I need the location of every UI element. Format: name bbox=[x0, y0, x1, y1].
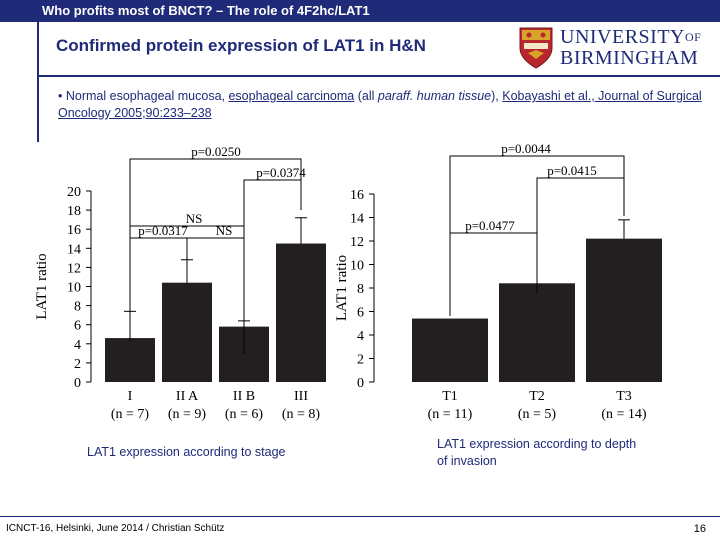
bar bbox=[105, 338, 155, 382]
bar bbox=[276, 243, 326, 382]
footer-rule bbox=[0, 516, 720, 517]
x-count-label: (n = 9) bbox=[168, 407, 207, 422]
y-tick-label: 12 bbox=[350, 235, 364, 250]
header-vertical-rule bbox=[37, 22, 39, 142]
x-count-label: (n = 8) bbox=[282, 407, 321, 422]
chart-stage: LAT1 ratio 0 2 4 6 8 10 12 14 16 18 20 I (n = 7) II A (… bbox=[34, 144, 326, 422]
caption-right: LAT1 expression according to depth of in… bbox=[437, 437, 637, 468]
page-number: 16 bbox=[693, 523, 706, 535]
significance-bracket bbox=[186, 237, 245, 354]
reference-bullet: • bbox=[58, 89, 63, 103]
bar bbox=[586, 238, 662, 382]
y-axis-label: LAT1 ratio bbox=[334, 255, 350, 321]
y-tick-label: 20 bbox=[67, 185, 81, 200]
x-tick-label: II B bbox=[233, 389, 255, 404]
y-tick-label: 10 bbox=[350, 259, 364, 274]
reference-carcinoma-link[interactable]: esophageal carcinoma bbox=[228, 89, 355, 103]
significance-label: p=0.0374 bbox=[256, 165, 306, 180]
university-crest-icon bbox=[519, 27, 553, 69]
footer-text: ICNCT-16, Helsinki, June 2014 / Christia… bbox=[6, 523, 225, 534]
reference-part5: ), bbox=[491, 89, 503, 103]
university-name: UNIVERSITYOF BIRMINGHAM bbox=[560, 27, 701, 69]
x-count-label: (n = 7) bbox=[111, 407, 150, 422]
y-tick-label: 16 bbox=[350, 188, 364, 203]
slide-title: Who profits most of BNCT? – The role of … bbox=[42, 3, 370, 18]
slide-subtitle: Confirmed protein expression of LAT1 in … bbox=[56, 36, 426, 55]
y-tick-label: 16 bbox=[67, 223, 81, 238]
university-line1: UNIVERSITY bbox=[560, 26, 685, 48]
footer: ICNCT-16, Helsinki, June 2014 / Christia… bbox=[0, 516, 720, 540]
university-of: OF bbox=[685, 30, 702, 44]
y-tick-label: 10 bbox=[67, 281, 81, 296]
x-tick-label: I bbox=[128, 389, 133, 404]
y-tick-label: 6 bbox=[74, 319, 81, 334]
reference-part1: Normal esophageal mucosa, bbox=[65, 89, 229, 103]
y-tick-label: 8 bbox=[74, 300, 81, 315]
y-tick-label: 0 bbox=[357, 376, 364, 391]
reference-citation-link[interactable]: Kobayashi et al., Journal of Surgical On… bbox=[58, 89, 702, 120]
x-tick-label: T3 bbox=[616, 389, 632, 404]
x-tick-label: T2 bbox=[529, 389, 545, 404]
y-tick-label: 4 bbox=[357, 329, 364, 344]
y-tick-label: 12 bbox=[67, 261, 81, 276]
university-logo bbox=[516, 25, 716, 73]
significance-label: NS bbox=[216, 223, 233, 238]
significance-label: p=0.0250 bbox=[191, 144, 241, 159]
significance-label: p=0.0317 bbox=[138, 223, 188, 238]
y-tick-label: 14 bbox=[350, 212, 364, 227]
header-bar: Who profits most of BNCT? – The role of … bbox=[0, 0, 720, 22]
x-count-label: (n = 14) bbox=[601, 407, 647, 422]
reference-tissue: paraff. human tissue bbox=[377, 89, 492, 103]
x-tick-label: II A bbox=[176, 389, 199, 404]
significance-label: p=0.0415 bbox=[547, 163, 597, 178]
y-tick-label: 18 bbox=[67, 204, 81, 219]
header-horizontal-rule bbox=[37, 75, 720, 77]
x-tick-label: III bbox=[294, 389, 308, 404]
x-count-label: (n = 11) bbox=[428, 407, 473, 422]
y-tick-label: 2 bbox=[357, 353, 364, 368]
significance-bracket bbox=[449, 232, 538, 313]
bar bbox=[499, 283, 575, 382]
bar bbox=[162, 282, 212, 382]
x-tick-label: T1 bbox=[442, 389, 458, 404]
university-line2: BIRMINGHAM bbox=[560, 47, 699, 69]
x-count-label: (n = 6) bbox=[225, 407, 264, 422]
significance-label: p=0.0477 bbox=[465, 218, 515, 233]
y-tick-label: 2 bbox=[74, 357, 81, 372]
caption-left: LAT1 expression according to stage bbox=[87, 445, 286, 459]
significance-label: p=0.0044 bbox=[501, 141, 551, 156]
bar bbox=[412, 318, 488, 382]
reference-text: • Normal esophageal mucosa, esophageal c… bbox=[58, 88, 718, 122]
y-tick-label: 4 bbox=[74, 338, 81, 353]
y-tick-label: 0 bbox=[74, 376, 81, 391]
y-tick-label: 14 bbox=[67, 242, 81, 257]
reference-part3: (all bbox=[354, 89, 378, 103]
significance-label: NS bbox=[186, 211, 203, 226]
y-tick-label: 6 bbox=[357, 306, 364, 321]
x-count-label: (n = 5) bbox=[518, 407, 557, 422]
y-axis-label: LAT1 ratio bbox=[34, 253, 50, 319]
chart-depth: LAT1 ratio 0 2 4 6 8 10 12 14 16 T1 (n = 11) T2 (n = … bbox=[334, 141, 662, 422]
y-tick-label: 8 bbox=[357, 282, 364, 297]
